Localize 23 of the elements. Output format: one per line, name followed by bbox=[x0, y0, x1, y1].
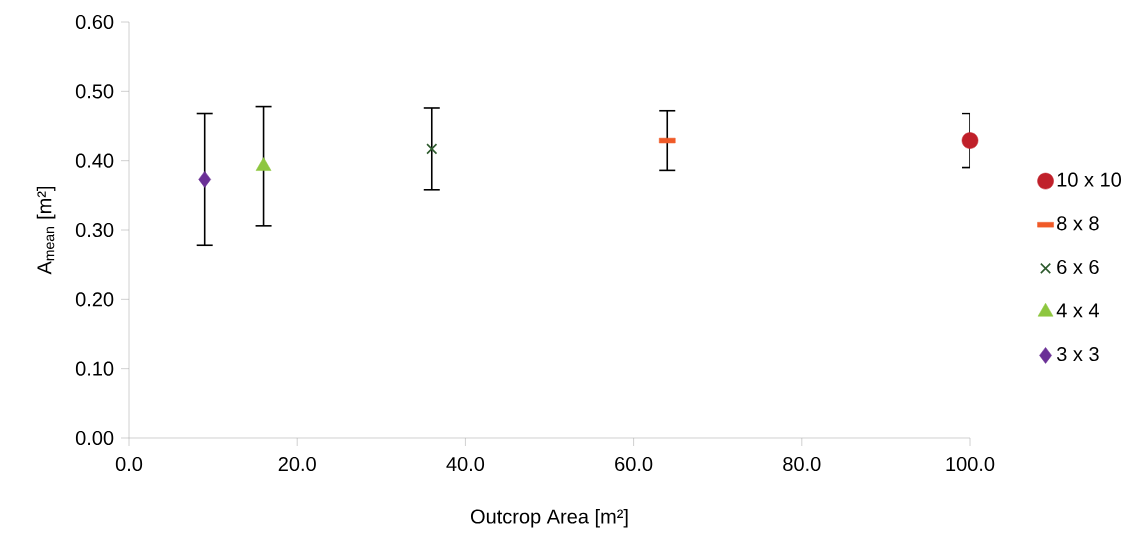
y-tick-label: 0.30 bbox=[75, 222, 114, 238]
point bbox=[426, 143, 438, 155]
y-tick-label: 0.10 bbox=[75, 361, 114, 376]
legend-label: 10 x 10 bbox=[1057, 172, 1122, 187]
x-axis-title: Outcrop Area [m²] bbox=[470, 508, 628, 528]
y-tick-label: 0.50 bbox=[75, 84, 114, 99]
x-tick-label: 20.0 bbox=[278, 456, 316, 472]
x-tick-label: 100.0 bbox=[946, 456, 995, 472]
point bbox=[198, 171, 211, 188]
legend-label: 4 x 4 bbox=[1056, 303, 1099, 318]
y-axis-title: A$_{mean}$ [m²] bbox=[36, 186, 56, 275]
point bbox=[961, 132, 979, 149]
x-tick-label: 0.0 bbox=[115, 456, 143, 472]
x-tick-label: 60.0 bbox=[615, 456, 653, 472]
y-tick-label: 0.40 bbox=[75, 153, 114, 168]
legend-label: 3 x 3 bbox=[1056, 346, 1099, 362]
x-tick-label: 80.0 bbox=[783, 456, 821, 472]
y-tick-label: 0.20 bbox=[75, 292, 114, 307]
x-tick-label: 40.0 bbox=[446, 456, 485, 472]
legend-label: 6 x 6 bbox=[1057, 259, 1099, 275]
y-tick-label: 0.60 bbox=[75, 14, 114, 30]
y-tick-label: 0.00 bbox=[75, 430, 114, 446]
legend-label: 8 x 8 bbox=[1057, 216, 1099, 231]
